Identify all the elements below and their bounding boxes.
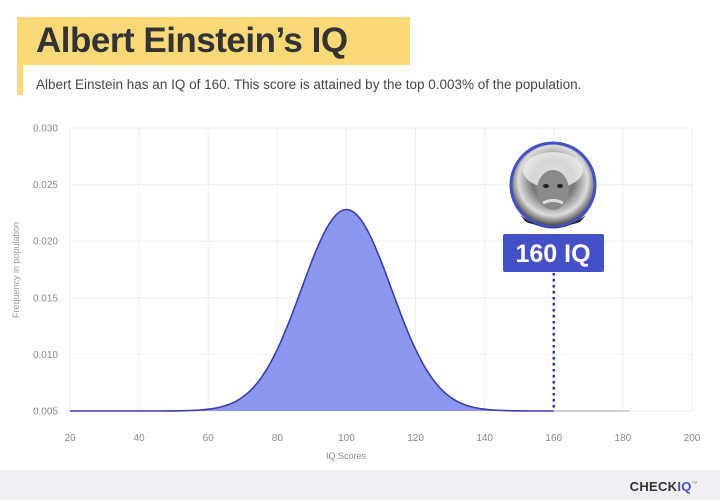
marker-label: 160 IQ bbox=[515, 240, 590, 268]
y-tick-label: 0.030 bbox=[33, 124, 58, 135]
page-subtitle: Albert Einstein has an IQ of 160. This s… bbox=[36, 77, 582, 92]
x-tick-label: 40 bbox=[134, 433, 146, 444]
y-axis-label: Frequency in population bbox=[11, 222, 21, 318]
y-tick-label: 0.015 bbox=[33, 293, 58, 304]
x-tick-label: 180 bbox=[615, 433, 632, 444]
iq-distribution-chart: 20 40 60 80 100 120 140 160 180 200 0.005 0.010 0.01… bbox=[11, 124, 701, 462]
x-tick-label: 20 bbox=[64, 433, 76, 444]
brand-logo: CHECKIQ™ bbox=[629, 479, 698, 494]
x-tick-label: 200 bbox=[684, 433, 701, 444]
y-tick-label: 0.010 bbox=[33, 350, 58, 361]
y-tick-label: 0.025 bbox=[33, 180, 58, 191]
distribution-area bbox=[70, 209, 554, 411]
einstein-avatar bbox=[509, 141, 597, 229]
marker-label-box bbox=[503, 234, 604, 272]
y-tick-label: 0.020 bbox=[33, 237, 58, 248]
x-tick-label: 80 bbox=[272, 433, 284, 444]
footer: CHECKIQ™ bbox=[0, 470, 720, 500]
x-tick-label: 60 bbox=[203, 433, 215, 444]
x-axis-label: IQ Scores bbox=[326, 451, 367, 461]
title-highlight bbox=[17, 17, 410, 65]
x-tick-label: 160 bbox=[545, 433, 562, 444]
page-title: Albert Einstein’s IQ bbox=[36, 21, 348, 60]
x-tick-label: 120 bbox=[407, 433, 424, 444]
x-tick-label: 140 bbox=[476, 433, 493, 444]
x-tick-label: 100 bbox=[338, 433, 355, 444]
distribution-curve bbox=[70, 208, 554, 412]
title-accent-bar bbox=[17, 65, 23, 95]
y-tick-label: 0.005 bbox=[33, 407, 58, 418]
